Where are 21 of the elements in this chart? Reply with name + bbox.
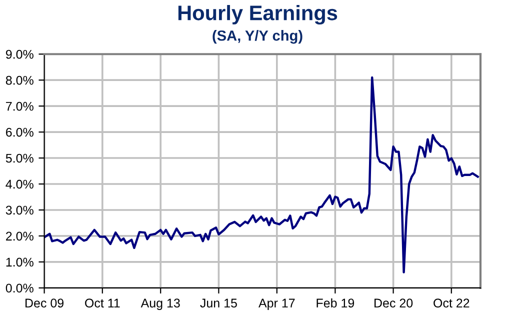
x-tick-label: Apr 17 bbox=[258, 298, 295, 310]
x-tick-label: Oct 11 bbox=[85, 298, 120, 308]
y-tick-label: 8.0% bbox=[6, 76, 34, 85]
y-tick-label: 5.0% bbox=[6, 154, 34, 163]
y-tick-label: 7.0% bbox=[6, 102, 34, 111]
y-tick-label: 0.0% bbox=[6, 284, 34, 293]
x-tick-label: Dec 09 bbox=[26, 298, 64, 308]
x-tick-label: Jun 15 bbox=[200, 298, 237, 308]
x-tick-label: Dec 20 bbox=[374, 298, 413, 308]
y-tick-label: 3.0% bbox=[6, 206, 34, 215]
x-tick-label: Feb 19 bbox=[316, 298, 354, 308]
y-tick-label: 4.0% bbox=[6, 180, 34, 189]
y-tick-label: 1.0% bbox=[6, 258, 34, 267]
x-tick-label: Aug 13 bbox=[140, 298, 180, 310]
chart-title: Hourly Earnings bbox=[178, 5, 338, 25]
x-tick-label: Oct 22 bbox=[434, 298, 470, 308]
y-tick-label: 9.0% bbox=[6, 50, 34, 59]
y-tick-label: 2.0% bbox=[6, 232, 34, 241]
y-tick-label: 6.0% bbox=[6, 128, 34, 137]
line-series bbox=[44, 76, 479, 274]
chart-subtitle: (SA, Y/Y chg) bbox=[212, 30, 302, 44]
